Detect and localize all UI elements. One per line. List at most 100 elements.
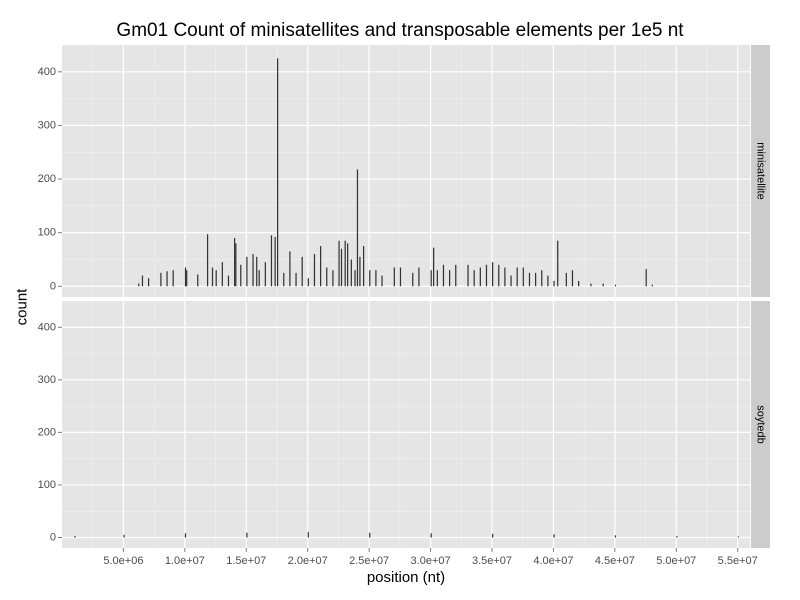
facet-label-minisatellite: minisatellite xyxy=(755,142,767,199)
bar xyxy=(235,243,237,287)
bar xyxy=(277,58,279,287)
bar xyxy=(571,270,574,287)
bar xyxy=(184,267,187,287)
bar xyxy=(246,256,248,287)
panel-background xyxy=(62,301,750,548)
x-tick-label: 3.0e+07 xyxy=(411,555,451,567)
bar xyxy=(399,267,402,287)
bar xyxy=(295,272,297,287)
facet-panel-minisatellite: minisatellite xyxy=(62,45,770,297)
bar xyxy=(141,275,144,287)
bar xyxy=(307,532,309,538)
bar xyxy=(338,240,340,287)
x-tick-label: 2.0e+07 xyxy=(288,555,328,567)
bar xyxy=(602,283,604,287)
bar xyxy=(363,246,365,287)
bar xyxy=(234,238,236,287)
bar xyxy=(320,246,322,287)
bar xyxy=(557,240,559,287)
panel-background xyxy=(62,45,750,297)
bar xyxy=(74,535,76,538)
bar xyxy=(614,535,617,538)
x-tick-label: 1.0e+07 xyxy=(165,555,205,567)
bar xyxy=(614,284,617,287)
bar xyxy=(553,280,555,287)
bar xyxy=(651,284,653,287)
bar xyxy=(412,272,414,287)
bar xyxy=(160,272,162,287)
bar xyxy=(485,264,488,287)
bar xyxy=(449,270,451,287)
bar xyxy=(375,270,377,287)
facet-strip xyxy=(751,45,770,297)
x-tick-label: 4.0e+07 xyxy=(533,555,573,567)
x-tick-label: 1.5e+07 xyxy=(226,555,266,567)
bar xyxy=(473,270,475,287)
bar xyxy=(553,534,555,538)
y-tick-label: 100 xyxy=(38,479,56,491)
bar xyxy=(252,254,254,287)
bar xyxy=(430,533,432,538)
y-tick-label: 0 xyxy=(50,531,56,543)
bar xyxy=(301,256,303,287)
y-tick-label: 400 xyxy=(38,66,56,78)
bar xyxy=(283,272,285,287)
bar xyxy=(289,251,291,287)
bar xyxy=(492,262,494,287)
bar xyxy=(256,256,258,287)
bar xyxy=(258,270,260,287)
bar xyxy=(510,275,512,287)
facet-strip xyxy=(751,301,770,548)
bar xyxy=(455,264,457,287)
y-tick-label: 0 xyxy=(50,280,56,292)
y-tick-label: 300 xyxy=(38,374,56,386)
bar xyxy=(332,270,334,287)
x-tick-label: 3.5e+07 xyxy=(472,555,512,567)
y-tick-label: 400 xyxy=(38,321,56,333)
bar xyxy=(516,267,518,287)
bar xyxy=(246,532,248,538)
bar xyxy=(211,267,214,287)
bar xyxy=(340,248,343,287)
bar xyxy=(326,267,328,287)
bar xyxy=(184,533,187,538)
x-tick-label: 5.0e+07 xyxy=(656,555,696,567)
bar xyxy=(369,270,371,287)
bar xyxy=(418,267,420,287)
bar xyxy=(541,270,543,287)
bar xyxy=(498,264,500,287)
x-axis-label: position (nt) xyxy=(366,569,446,586)
bar xyxy=(590,283,592,287)
bar xyxy=(186,270,188,287)
bar xyxy=(172,270,174,287)
bar xyxy=(240,264,242,287)
bar xyxy=(436,270,438,287)
bar xyxy=(676,535,678,538)
bar xyxy=(381,275,383,287)
bar xyxy=(307,278,309,287)
bar xyxy=(645,269,647,287)
bar xyxy=(313,254,316,287)
bar xyxy=(354,270,356,287)
bar xyxy=(356,169,359,287)
bar xyxy=(547,275,549,287)
bar xyxy=(528,272,531,287)
x-tick-label: 4.5e+07 xyxy=(595,555,635,567)
y-tick-label: 100 xyxy=(38,227,56,239)
bar xyxy=(227,275,230,287)
bar xyxy=(565,272,567,287)
bar xyxy=(270,235,273,287)
bar xyxy=(467,264,469,287)
bar xyxy=(430,270,432,287)
bar xyxy=(369,532,371,538)
bar xyxy=(166,271,168,287)
y-tick-label: 200 xyxy=(38,426,56,438)
bar xyxy=(344,240,346,287)
bar xyxy=(206,234,209,287)
bar xyxy=(221,262,223,287)
bar xyxy=(197,274,199,287)
bar xyxy=(347,243,349,287)
y-tick-label: 300 xyxy=(38,119,56,131)
bar xyxy=(737,536,739,538)
bar xyxy=(492,533,494,538)
